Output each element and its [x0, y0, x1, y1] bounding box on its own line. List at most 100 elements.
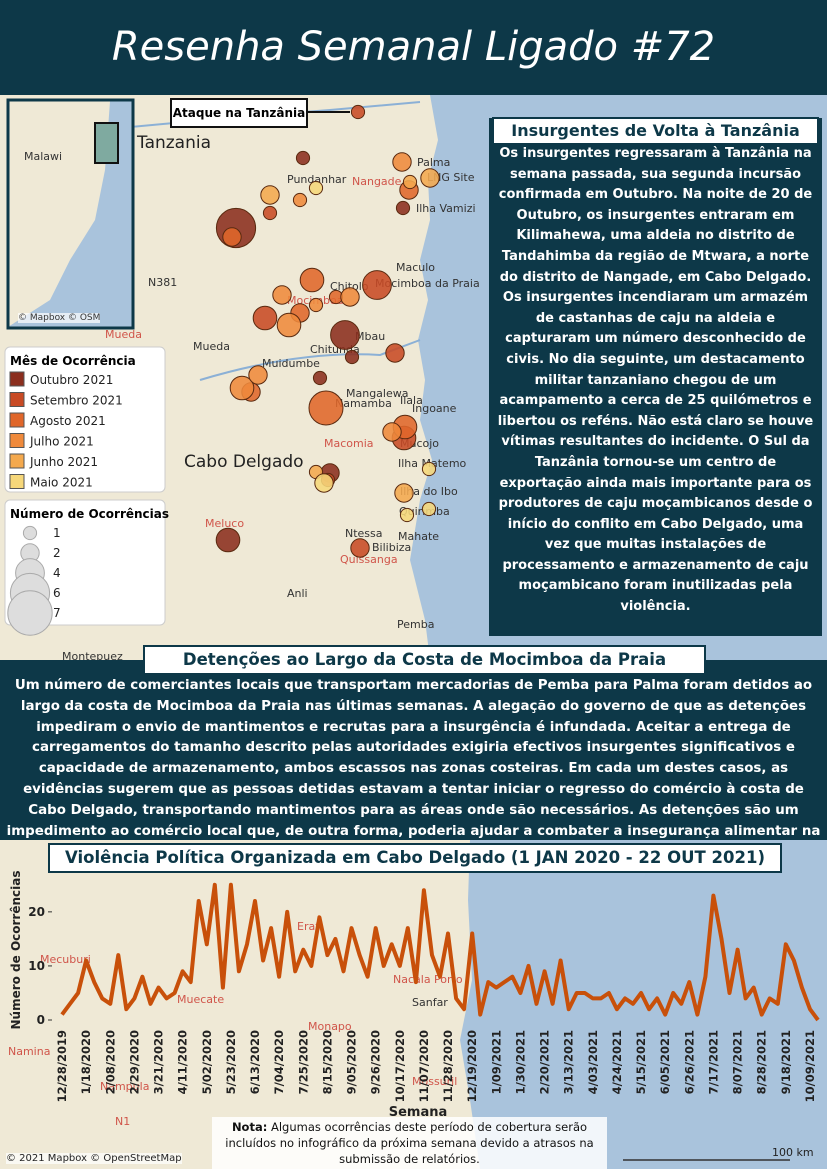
x-tick-label: 3/13/2021 [562, 1030, 576, 1094]
chart-bg-label: Nacala Porto [393, 973, 463, 986]
x-tick-label: 9/18/2021 [779, 1030, 793, 1094]
event-circle [362, 270, 392, 300]
x-tick-label: 4/03/2021 [586, 1030, 600, 1094]
x-tick-label: 11/07/2020 [417, 1030, 431, 1102]
legend-swatch [9, 371, 25, 387]
legend-label: Agosto 2021 [30, 414, 106, 428]
place-label: Ilha do Ibo [400, 485, 458, 498]
place-label: Nangade [352, 175, 402, 188]
event-circle [295, 150, 311, 166]
event-circle [308, 390, 344, 426]
event-circle [385, 343, 405, 363]
x-tick-label: 4/24/2021 [610, 1030, 624, 1094]
event-circle [399, 507, 415, 523]
legend-label: Setembro 2021 [30, 394, 123, 408]
x-tick-label: 7/25/2020 [296, 1030, 310, 1094]
place-label: Palma [417, 156, 450, 169]
chart-bg-label: Muecate [177, 993, 224, 1006]
size-legend-circle [22, 525, 38, 541]
x-tick-label: 5/15/2021 [634, 1030, 648, 1094]
x-tick-label: 6/05/2021 [658, 1030, 672, 1094]
inset-land [9, 101, 110, 326]
place-label: Malawi [24, 150, 62, 163]
place-label: Tanzania [136, 133, 211, 153]
y-tick-label: 10 [28, 959, 45, 973]
event-circle [248, 365, 268, 385]
event-circle [340, 287, 360, 307]
chart-bg-label: Sanfar [412, 996, 448, 1009]
event-circle [260, 185, 280, 205]
place-label: Ilha Vamizi [416, 202, 476, 215]
x-tick-label: 3/21/2020 [152, 1030, 166, 1094]
x-tick-label: 8/28/2021 [755, 1030, 769, 1094]
scale-label: 100 km [772, 1146, 814, 1159]
event-circle [312, 370, 328, 386]
note: Nota: Algumas ocorrências deste período … [212, 1117, 607, 1169]
event-circle [229, 375, 255, 401]
event-circle [344, 349, 360, 365]
section-title: Detenções ao Largo da Costa de Mocimboa … [143, 645, 706, 675]
legend-label: Maio 2021 [30, 476, 93, 490]
inset-map [6, 98, 135, 330]
size-legend-label: 1 [53, 526, 61, 540]
event-circle [308, 180, 324, 196]
legend-label: Outubro 2021 [30, 373, 113, 387]
section-body: Um número de comerciantes locais que tra… [0, 660, 827, 859]
event-circle [314, 473, 334, 493]
x-tick-label: 12/28/2019 [55, 1030, 69, 1102]
event-circle [420, 168, 440, 188]
place-label: Maculo [396, 261, 435, 274]
legend-label: Julho 2021 [29, 435, 94, 449]
chart-bg-label: Nampula [100, 1080, 149, 1093]
article-body: Os insurgentes regressaram à Tanzânia na… [489, 118, 822, 636]
x-tick-label: 11/28/2020 [441, 1030, 455, 1102]
month-legend-box [4, 346, 166, 493]
note-lead: Nota: [231, 1120, 268, 1134]
event-circle [276, 312, 302, 338]
legend-label: Junho 2021 [29, 455, 98, 469]
event-circle [292, 192, 308, 208]
legend-title: Mês de Ocorrência [10, 354, 136, 368]
legend-swatch [9, 433, 25, 448]
size-legend-label: 6 [53, 586, 61, 600]
x-tick-label: 10/17/2020 [393, 1030, 407, 1102]
y-tick-label: 0 [37, 1013, 45, 1027]
size-legend-label: 7 [53, 606, 61, 620]
event-circle [350, 104, 366, 120]
note-text: Algumas ocorrências deste período de cob… [225, 1120, 594, 1166]
size-legend-circle [7, 590, 53, 636]
legend-swatch [9, 474, 25, 489]
callout: Ataque na Tanzânia [170, 98, 308, 128]
x-tick-label: 9/05/2020 [345, 1030, 359, 1094]
x-tick-label: 1/18/2020 [79, 1030, 93, 1094]
event-circle [299, 267, 325, 293]
event-circle [330, 320, 360, 350]
size-legend-label: 4 [53, 566, 61, 580]
chart-ocean [460, 840, 827, 1169]
place-label: Mocimboa da Praia [375, 277, 480, 290]
event-circle [215, 527, 241, 553]
event-circle [252, 305, 278, 331]
place-label: Bilibiza [372, 541, 411, 554]
chart-bg-label: Monapo [308, 1020, 352, 1033]
place-label: Cabo Delgado [184, 452, 304, 472]
x-tick-label: 8/15/2020 [320, 1030, 334, 1094]
x-tick-label: 1/30/2021 [513, 1030, 527, 1094]
place-label: Mueda [193, 340, 230, 353]
x-tick-label: 10/09/2021 [803, 1030, 817, 1102]
place-label: Pemba [397, 618, 434, 631]
x-tick-label: 9/26/2020 [369, 1030, 383, 1094]
event-circle [394, 483, 414, 503]
chart-bg-label: Namina [8, 1045, 50, 1058]
place-label: Pundanhar [287, 173, 347, 186]
place-label: Namamba [335, 397, 392, 410]
event-circle [272, 285, 292, 305]
x-tick-label: 1/09/2021 [489, 1030, 503, 1094]
legend-layer: Mês de Ocorrência Outubro 2021 Setembro 20… [7, 354, 169, 636]
x-tick-label: 6/13/2020 [248, 1030, 262, 1094]
place-label: Mangalewa [346, 387, 409, 400]
event-circle [421, 501, 437, 517]
